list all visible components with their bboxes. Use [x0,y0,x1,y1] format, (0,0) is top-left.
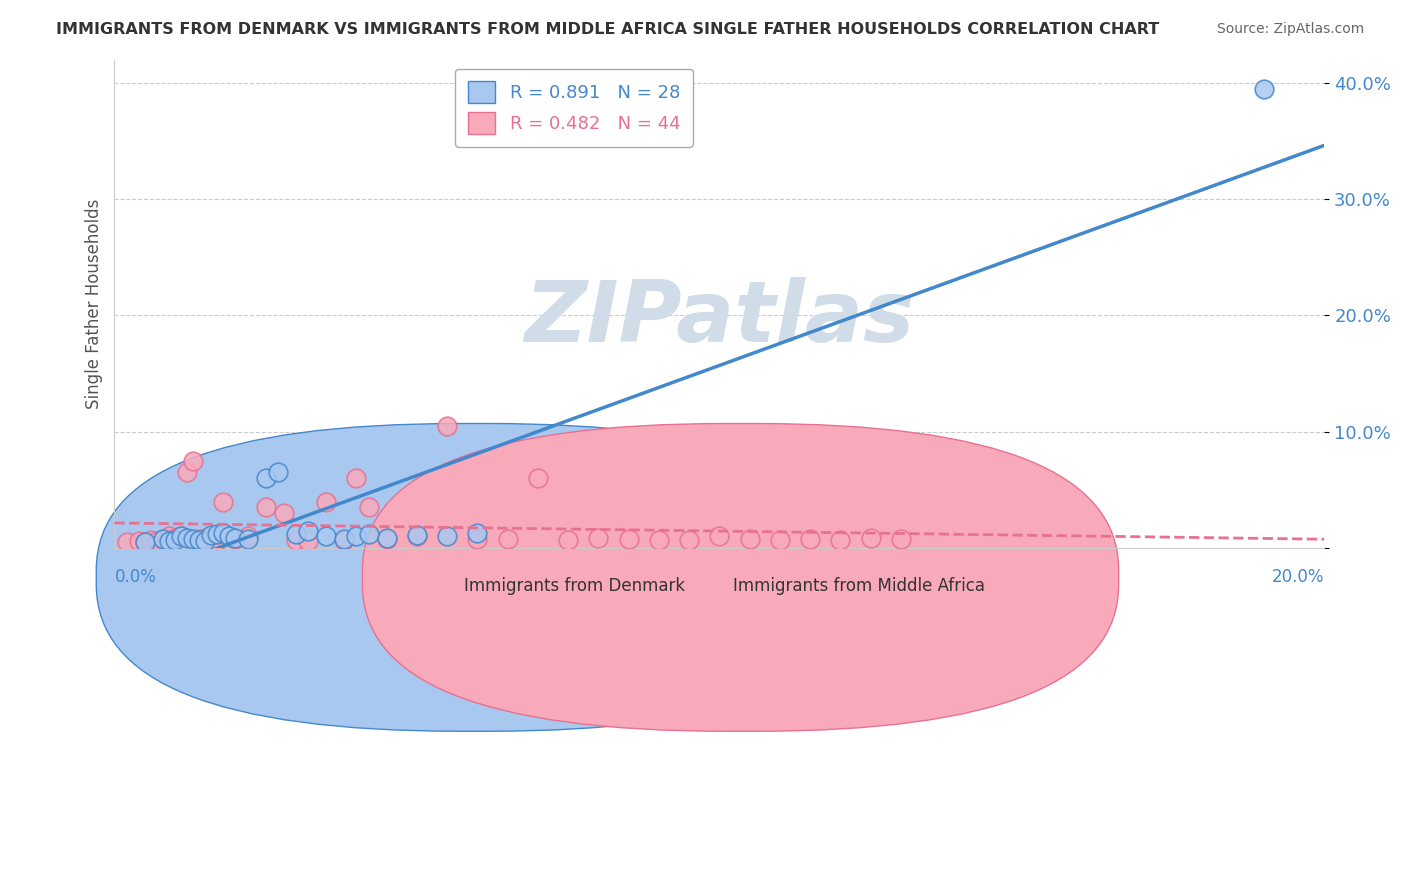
Point [200,533,222,547]
Point [557,533,579,547]
Point [170,529,193,543]
Text: 0.0%: 0.0% [114,567,156,586]
Point [273,506,295,520]
FancyBboxPatch shape [96,424,852,731]
FancyBboxPatch shape [363,424,1119,731]
Point [134,535,156,549]
Point [200,528,222,542]
Point [145,534,167,549]
Point [115,535,138,549]
Point [152,532,174,546]
Point [254,500,277,515]
Point [284,527,307,541]
Point [163,531,186,545]
Point [769,533,792,547]
Point [207,534,229,549]
Text: ZIPatlas: ZIPatlas [524,277,914,360]
Point [588,531,610,545]
Text: IMMIGRANTS FROM DENMARK VS IMMIGRANTS FROM MIDDLE AFRICA SINGLE FATHER HOUSEHOLD: IMMIGRANTS FROM DENMARK VS IMMIGRANTS FR… [56,22,1160,37]
Point [284,533,307,547]
Point [181,532,204,546]
Point [236,529,259,543]
Point [648,533,671,547]
Point [859,531,882,545]
Y-axis label: Single Father Households: Single Father Households [86,199,103,409]
Point [181,454,204,468]
Point [467,532,489,546]
Point [357,527,380,541]
Point [297,524,319,538]
Text: 20.0%: 20.0% [1272,567,1324,586]
Point [344,471,367,485]
Point [157,534,180,549]
Point [194,531,217,545]
Point [163,533,186,547]
Text: Source: ZipAtlas.com: Source: ZipAtlas.com [1216,22,1364,37]
Point [139,533,162,547]
Point [406,529,429,543]
Text: Immigrants from Middle Africa: Immigrants from Middle Africa [733,577,984,595]
Point [152,532,174,546]
Point [406,528,429,542]
Point [176,531,198,545]
Point [617,532,640,546]
Point [357,500,380,515]
Point [297,534,319,549]
Point [738,532,761,546]
Point [157,529,180,543]
Point [315,529,337,543]
Point [188,533,211,547]
Point [890,532,912,546]
Text: Immigrants from Denmark: Immigrants from Denmark [464,577,685,595]
Point [436,529,458,543]
Point [134,535,156,549]
Point [375,531,398,545]
Point [830,533,852,547]
Point [467,525,489,540]
Point [218,529,240,543]
Point [254,471,277,485]
Point [527,471,550,485]
Point [344,529,367,543]
Point [224,532,246,546]
Point [176,466,198,480]
Point [799,532,821,546]
Point [375,532,398,546]
Point [224,531,246,545]
Point [1253,81,1275,95]
Point [128,534,150,549]
Point [212,494,235,508]
Point [333,532,356,546]
Point [194,534,217,549]
Point [188,532,211,546]
Point [436,419,458,434]
Point [333,533,356,547]
Point [678,533,700,547]
Legend: R = 0.891   N = 28, R = 0.482   N = 44: R = 0.891 N = 28, R = 0.482 N = 44 [456,69,693,147]
Point [207,527,229,541]
Point [315,494,337,508]
Point [496,532,519,546]
Point [236,532,259,546]
Point [709,529,731,543]
Point [267,466,290,480]
Point [212,525,235,540]
Point [170,529,193,543]
